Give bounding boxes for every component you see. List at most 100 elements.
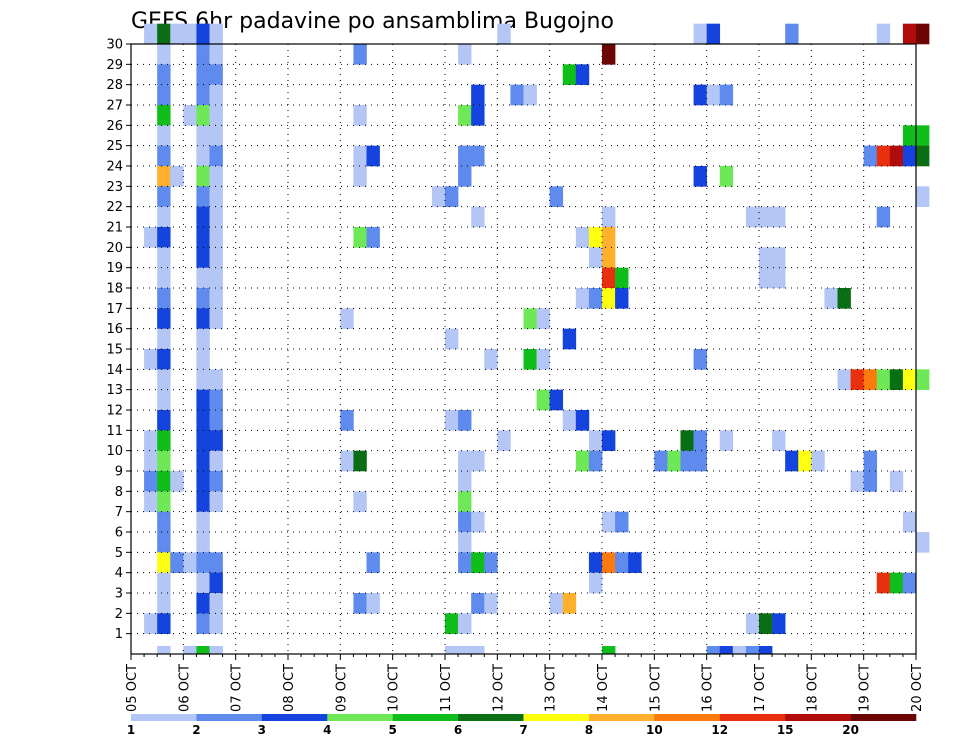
heatmap-cell <box>628 552 642 573</box>
heatmap-cell <box>471 84 485 106</box>
heatmap-cell <box>209 64 223 85</box>
y-tick-label: 20 <box>106 241 123 256</box>
heatmap-cell <box>759 206 773 228</box>
x-tick-label: 17 OCT <box>753 664 768 712</box>
heatmap-cell <box>157 227 171 248</box>
colorbar-label: 10 <box>646 723 663 737</box>
heatmap-cell <box>680 450 694 472</box>
heatmap-cell <box>615 288 629 309</box>
heatmap-cell <box>445 646 459 655</box>
heatmap-cell <box>157 646 171 655</box>
heatmap-cell <box>196 349 210 370</box>
heatmap-cell <box>772 267 786 289</box>
heatmap-cell <box>196 552 210 573</box>
heatmap-cell <box>562 328 577 350</box>
x-tick-label: 09 OCT <box>334 664 349 712</box>
heatmap-cell <box>759 613 773 634</box>
heatmap-cell <box>353 166 367 187</box>
colorbar-swatch <box>392 714 459 721</box>
heatmap-cell <box>588 227 603 248</box>
y-tick-label: 25 <box>106 139 123 154</box>
dotted-grid <box>131 44 916 654</box>
x-tick-label: 19 OCT <box>858 664 873 712</box>
colorbar-label: 20 <box>842 723 859 737</box>
heatmap-cell <box>876 206 891 228</box>
y-tick-label: 19 <box>106 261 123 276</box>
heatmap-cell <box>562 64 577 85</box>
heatmap-cell <box>850 369 864 390</box>
y-tick-label: 4 <box>115 566 123 581</box>
heatmap-cell <box>196 105 210 126</box>
heatmap-cell <box>471 646 485 655</box>
heatmap-cell <box>850 471 864 492</box>
heatmap-cell <box>144 349 158 370</box>
heatmap-cell <box>484 552 498 573</box>
heatmap-cell <box>170 166 184 187</box>
heatmap-cell <box>654 450 668 472</box>
heatmap-cell <box>209 125 223 146</box>
heatmap-cell <box>902 145 917 167</box>
heatmap-cell <box>575 288 590 309</box>
heatmap-cell <box>209 206 223 228</box>
heatmap-cell <box>157 328 171 350</box>
heatmap-cell <box>196 450 210 472</box>
heatmap-cell <box>745 646 760 655</box>
colorbar-label: 6 <box>454 723 462 737</box>
heatmap-cell <box>602 430 616 451</box>
heatmap-cell <box>157 552 171 573</box>
heatmap-cell <box>157 267 171 289</box>
colorbar-swatch <box>785 714 851 721</box>
heatmap-cell <box>157 369 171 390</box>
heatmap-cell <box>615 552 629 573</box>
colorbar-swatch <box>523 714 590 721</box>
heatmap-cell <box>144 430 158 451</box>
heatmap-cell <box>209 44 223 65</box>
heatmap-cell <box>837 288 851 309</box>
heatmap-cell <box>916 369 930 390</box>
heatmap-cell <box>458 471 472 492</box>
heatmap-cell <box>575 64 590 85</box>
colorbar-swatch <box>131 714 197 721</box>
heatmap-cell <box>536 308 550 329</box>
heatmap-cell <box>523 349 537 370</box>
x-tick-label: 05 OCT <box>125 664 140 712</box>
heatmap-cell <box>445 410 459 431</box>
colorbar-swatch <box>458 714 524 721</box>
heatmap-cell <box>615 267 629 289</box>
y-axis: 1234567891011121314151617181920212223242… <box>106 38 131 642</box>
heatmap-cell <box>209 410 223 431</box>
heatmap-cell <box>837 369 851 390</box>
colorbar-label: 4 <box>323 723 331 737</box>
heatmap-cell <box>471 593 485 614</box>
heatmap-cell <box>209 613 223 634</box>
y-tick-label: 30 <box>106 38 123 53</box>
heatmap-cell <box>196 430 210 451</box>
heatmap-cell <box>157 349 171 370</box>
y-tick-label: 28 <box>106 78 123 93</box>
heatmap-cell <box>811 450 825 472</box>
heatmap-cell <box>353 450 367 472</box>
heatmap-cell <box>157 64 171 85</box>
heatmap-cell <box>575 227 590 248</box>
heatmap-cell <box>916 145 930 167</box>
y-tick-label: 18 <box>106 282 123 297</box>
colorbar-swatch <box>196 714 263 721</box>
heatmap-cell <box>366 593 380 614</box>
heatmap-cell <box>719 646 734 655</box>
heatmap-cell <box>209 227 223 248</box>
heatmap-cell <box>902 125 917 146</box>
colorbar-label: 1 <box>127 723 135 737</box>
heatmap-cell <box>602 44 616 65</box>
heatmap-cell <box>183 105 197 126</box>
heatmap-cell <box>340 450 354 472</box>
heatmap-cell <box>157 247 171 268</box>
heatmap-cell <box>353 593 367 614</box>
heatmap-cell <box>588 572 603 594</box>
x-tick-label: 15 OCT <box>648 664 663 712</box>
heatmap-cell <box>536 349 550 370</box>
heatmap-cell <box>693 166 707 187</box>
heatmap-cell <box>144 613 158 634</box>
heatmap-cell <box>196 491 210 512</box>
x-tick-label: 11 OCT <box>439 664 454 712</box>
y-tick-label: 15 <box>106 343 123 358</box>
